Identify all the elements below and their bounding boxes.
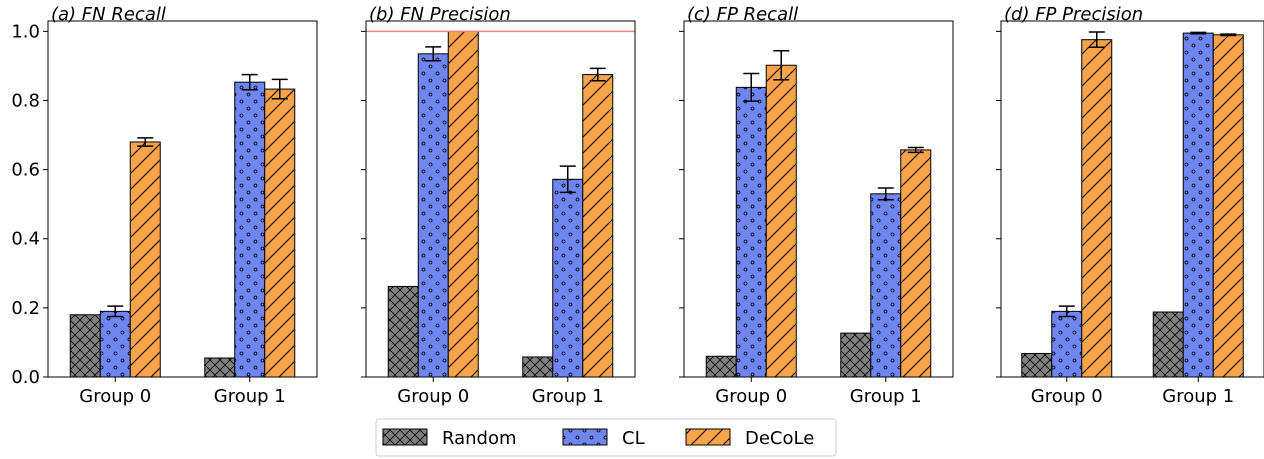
y-tick-label: 0.6 xyxy=(11,160,40,181)
bar-cl-group-0 xyxy=(99,310,131,378)
plot-frame xyxy=(365,20,636,378)
bar-decole-group-1 xyxy=(900,149,932,378)
panel-title: (a) FN Recall xyxy=(51,4,166,25)
error-bar-decole-group-0 xyxy=(137,137,154,147)
bar-decole-group-1 xyxy=(264,88,296,378)
bar-random-group-1 xyxy=(1152,311,1184,378)
plot-frame xyxy=(1000,20,1264,378)
error-bar-cl-group-1 xyxy=(1190,31,1207,35)
bar-decole-group-0 xyxy=(765,64,797,378)
error-bar-cl-group-0 xyxy=(425,46,442,62)
panel-a-fn-recall: (a) FN Recall Group 0 Group 1 0.0 0.2 0.4 0.6 0… xyxy=(11,4,318,407)
error-bar-decole-group-1 xyxy=(1220,33,1237,37)
bar-decole-group-1 xyxy=(582,74,614,378)
x-tick-label: Group 0 xyxy=(79,386,151,407)
panel-title: (d) FP Precision xyxy=(1004,4,1143,25)
x-tick-label: Group 0 xyxy=(1031,386,1103,407)
x-tick-label: Group 0 xyxy=(397,386,469,407)
plot-frame xyxy=(683,20,954,378)
y-tick-label: 0.4 xyxy=(11,229,40,250)
plot-frame xyxy=(47,20,318,378)
legend-swatch-cl xyxy=(562,428,608,446)
x-tick-label: Group 1 xyxy=(532,386,604,407)
panel-title: (b) FN Precision xyxy=(369,4,511,25)
bar-cl-group-1 xyxy=(234,81,266,378)
x-tick-label: Group 0 xyxy=(715,386,787,407)
bar-cl-group-1 xyxy=(552,178,584,378)
bar-cl-group-1 xyxy=(1182,32,1214,378)
bar-random-group-0 xyxy=(387,285,419,378)
y-tick-label: 1.0 xyxy=(11,21,40,42)
y-tick-label: 0.8 xyxy=(11,90,40,111)
error-bar-decole-group-1 xyxy=(271,78,288,100)
legend-label: DeCoLe xyxy=(745,428,814,449)
bar-cl-group-1 xyxy=(870,193,902,378)
error-bar-decole-group-1 xyxy=(589,67,606,82)
bar-decole-group-0 xyxy=(129,141,161,378)
legend-label: Random xyxy=(442,428,517,449)
bar-random-group-1 xyxy=(840,332,872,378)
bar-cl-group-0 xyxy=(417,53,449,378)
legend-swatch-decole xyxy=(685,428,731,446)
bar-random-group-1 xyxy=(204,357,236,378)
y-tick-label: 0.0 xyxy=(11,367,40,388)
chart-panels: (a) FN Recall Group 0 Group 1 0.0 0.2 0.4 0.6 0… xyxy=(11,4,1264,407)
bar-decole-group-1 xyxy=(1212,34,1244,378)
error-bar-cl-group-0 xyxy=(743,72,760,102)
error-bar-cl-group-1 xyxy=(877,187,894,201)
legend-item-cl: CL xyxy=(562,428,645,449)
bar-random-group-1 xyxy=(522,356,554,378)
legend-label: CL xyxy=(622,428,645,449)
bar-random-group-0 xyxy=(705,355,737,378)
bar-decole-group-0 xyxy=(447,30,479,378)
error-bar-decole-group-0 xyxy=(1088,31,1105,49)
legend-item-decole: DeCoLe xyxy=(685,428,814,449)
error-bar-cl-group-0 xyxy=(107,305,124,318)
panel-d-fp-precision: (d) FP Precision Group 0 Group 1 xyxy=(996,4,1264,407)
bar-random-group-0 xyxy=(1021,352,1053,378)
x-tick-label: Group 1 xyxy=(1162,386,1234,407)
error-bar-decole-group-1 xyxy=(907,146,924,154)
panel-c-fp-recall: (c) FP Recall Group 0 Group 1 xyxy=(679,4,954,407)
y-tick-label: 0.2 xyxy=(11,298,40,319)
bar-decole-group-0 xyxy=(1081,39,1113,378)
error-bar-cl-group-1 xyxy=(241,73,258,91)
error-bar-decole-group-0 xyxy=(773,49,790,81)
legend-item-random: Random xyxy=(382,428,517,449)
legend-swatch-random xyxy=(382,428,428,446)
panel-title: (c) FP Recall xyxy=(687,4,798,25)
x-tick-label: Group 1 xyxy=(850,386,922,407)
bar-random-group-0 xyxy=(69,314,101,378)
bar-cl-group-0 xyxy=(1051,310,1083,378)
legend: Random CL DeCoLe xyxy=(375,418,837,457)
bar-cl-group-0 xyxy=(735,86,767,378)
error-bar-cl-group-1 xyxy=(559,165,576,194)
panel-b-fn-precision: (b) FN Precision Group 0 Group 1 xyxy=(361,4,636,407)
error-bar-cl-group-0 xyxy=(1058,305,1075,318)
x-tick-label: Group 1 xyxy=(214,386,286,407)
